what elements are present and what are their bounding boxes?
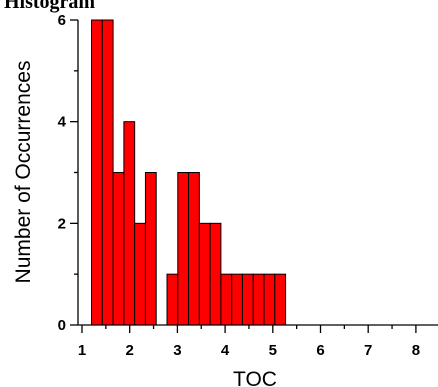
histogram-bar-12 <box>209 222 222 326</box>
histogram-bar-11 <box>198 222 211 326</box>
x-tick-label: 8 <box>412 342 420 359</box>
histogram-bar-14 <box>231 273 243 326</box>
histogram-bar-8 <box>166 273 179 326</box>
x-tick-label: 2 <box>126 342 134 359</box>
x-tick-label: 6 <box>316 342 324 359</box>
histogram-bar-5 <box>134 222 146 326</box>
x-axis-title: TOC <box>233 368 277 387</box>
bars-group <box>91 19 287 326</box>
y-tick-label: 0 <box>58 317 66 334</box>
axes-group: 0 2 4 6 1 2 3 4 5 6 7 8 <box>58 12 438 359</box>
histogram-bar-17 <box>263 273 276 326</box>
histogram-bar-15 <box>241 273 254 326</box>
histogram-bar-16 <box>252 273 265 326</box>
histogram-bar-2 <box>101 19 114 326</box>
y-tick-label: 2 <box>58 215 66 232</box>
histogram-bar-13 <box>220 273 233 326</box>
histogram-bar-4 <box>123 121 136 326</box>
x-tick-label: 4 <box>221 342 230 359</box>
x-tick-label: 5 <box>269 342 277 359</box>
histogram-bar-6 <box>144 172 157 326</box>
x-tick-label: 3 <box>173 342 181 359</box>
histogram-bar-18 <box>274 273 287 326</box>
histogram-bar-3 <box>112 172 125 326</box>
histogram-bar-1 <box>91 19 103 326</box>
histogram-bar-9 <box>177 172 190 326</box>
y-tick-label: 4 <box>58 114 67 131</box>
y-axis-title: Number of Occurrences <box>12 61 35 284</box>
y-tick-label: 6 <box>58 12 66 29</box>
x-tick-label: 7 <box>364 342 372 359</box>
x-tick-label: 1 <box>78 342 86 359</box>
histogram-bar-10 <box>188 172 200 326</box>
chart-title: Histogram <box>4 0 95 13</box>
